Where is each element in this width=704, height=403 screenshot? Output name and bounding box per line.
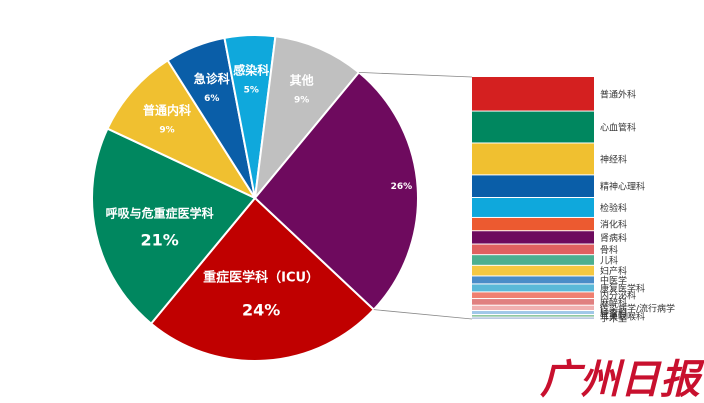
slice-label: 普通内科 — [143, 102, 191, 117]
slice-value-label: 5% — [244, 86, 259, 96]
bar-segment — [472, 231, 594, 244]
pie-chart: 重症医学科（ICU） 24% 呼吸与危重症医学科 21% 普通内科 9% 急诊科 6% 感染科 5… — [91, 34, 419, 362]
watermark-logo: 广州日报 — [540, 356, 704, 403]
bar-segment — [472, 284, 594, 292]
breakdown-labels: 普通外科心血管科神经科精神心理科检验科消化科肾病科骨科儿科妇产科中医学康复医学科… — [600, 88, 675, 324]
bar-segment — [472, 299, 594, 305]
bar-segment — [472, 244, 594, 255]
bar-segment — [472, 292, 594, 299]
segment-label: 心血管科 — [600, 122, 636, 134]
bar-segment — [472, 175, 594, 197]
bar-segment — [472, 311, 594, 315]
connector-lines — [358, 72, 473, 320]
segment-label: 神经科 — [600, 153, 627, 165]
pie-slice — [253, 35, 361, 202]
slice-value-label: 24% — [242, 301, 280, 320]
bar-segment — [472, 315, 594, 317]
bar-segment — [472, 217, 594, 231]
segment-label: 消化科 — [600, 219, 627, 231]
connector-line-top — [358, 72, 473, 78]
bar-segment — [472, 255, 594, 265]
slice-label: 呼吸与危重症医学科 — [106, 205, 214, 220]
segment-label: 麻醉科 — [600, 296, 627, 308]
slice-value-label: 6% — [204, 94, 219, 104]
segment-label: 肾病科 — [600, 232, 627, 244]
slice-value-label: 9% — [159, 125, 174, 135]
bar-segment — [472, 111, 594, 143]
segment-label: 耳鼻咽喉科 — [600, 310, 645, 322]
segment-label: 骨科 — [600, 244, 618, 256]
segment-label: 检验科 — [600, 202, 627, 214]
pie-slice — [149, 196, 376, 362]
slice-value-label: 9% — [294, 95, 309, 105]
segment-label: 普通外科 — [600, 88, 636, 100]
connector-line-bottom — [373, 309, 473, 320]
slice-label: 其他 — [290, 72, 314, 87]
segment-label: 肿瘤科 — [600, 307, 627, 319]
segment-label: 儿科 — [600, 254, 618, 266]
segment-label: 妇产科 — [600, 265, 627, 277]
slice-label: 急诊科 — [194, 71, 230, 86]
pie-slice — [253, 71, 419, 311]
bar-segment — [472, 305, 594, 311]
slice-label: 重症医学科（ICU） — [203, 270, 319, 286]
pie-slice — [91, 127, 257, 325]
pie-slice — [106, 58, 258, 201]
breakdown-bar — [472, 77, 594, 319]
slice-value-label: 26% — [391, 182, 413, 192]
slice-label: 感染科 — [233, 63, 269, 78]
bar-segment — [472, 265, 594, 276]
segment-label: 手术室 — [600, 312, 627, 324]
segment-label: 传染病学/流行病学 — [600, 302, 675, 314]
bar-segment — [472, 143, 594, 175]
segment-label: 精神心理科 — [600, 181, 645, 193]
bar-segment — [472, 317, 594, 319]
segment-label: 中医学 — [600, 274, 627, 286]
bar-segment — [472, 77, 594, 111]
segment-label: 内分泌科 — [600, 290, 636, 302]
slice-value-label: 21% — [140, 230, 178, 249]
segment-label: 康复医学科 — [600, 282, 645, 294]
bar-segment — [472, 276, 594, 284]
bar-segment — [472, 198, 594, 217]
